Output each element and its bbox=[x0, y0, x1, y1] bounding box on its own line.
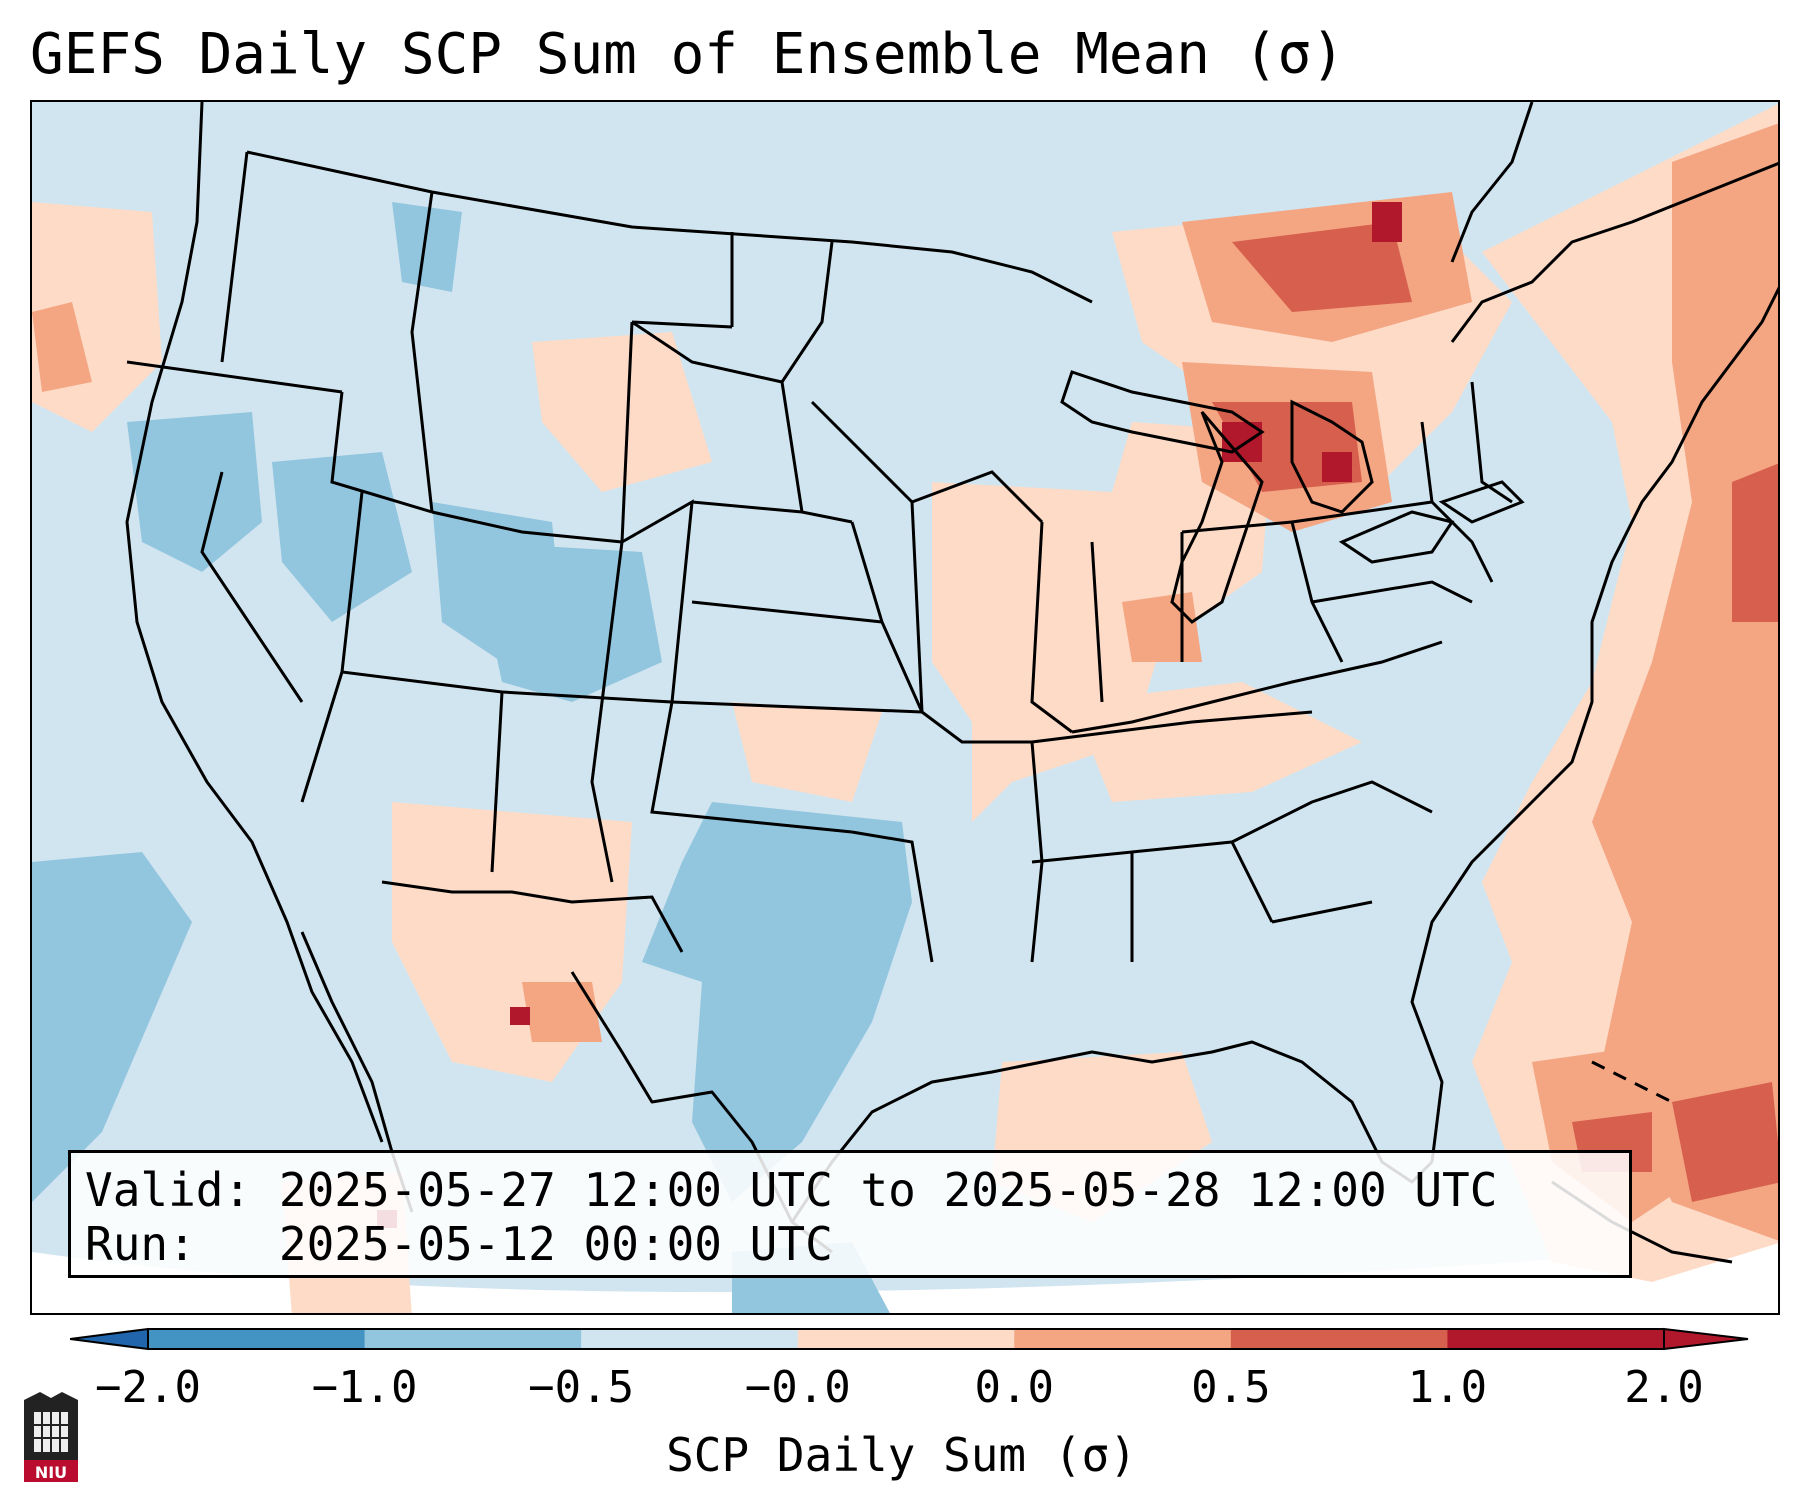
valid-run-info-box: Valid: 2025-05-27 12:00 UTC to 2025-05-2… bbox=[68, 1150, 1632, 1278]
domain-edge bbox=[32, 1242, 1778, 1313]
positive-anomaly-areas bbox=[32, 104, 1778, 1313]
colorbar-segment bbox=[797, 1329, 1015, 1349]
colorbar-tick-label: 2.0 bbox=[1624, 1362, 1704, 1413]
colorbar-tick-label: −0.5 bbox=[528, 1362, 635, 1413]
colorbar-segment bbox=[148, 1329, 366, 1349]
colorbar-segment bbox=[1230, 1329, 1448, 1349]
colorbar-tick-label: −2.0 bbox=[95, 1362, 201, 1413]
colorbar-over-extension bbox=[1663, 1327, 1749, 1351]
colorbar-tick-label: −0.0 bbox=[744, 1362, 851, 1413]
state-borders bbox=[126, 151, 1513, 963]
colorbar-tick-label: −1.0 bbox=[311, 1362, 418, 1413]
colorbar-label: SCP Daily Sum (σ) bbox=[666, 1428, 1137, 1482]
colorbar-under-extension bbox=[70, 1327, 149, 1351]
colorbar-segment bbox=[364, 1329, 582, 1349]
colorbar-segment bbox=[581, 1329, 799, 1349]
colorbar-segment bbox=[1014, 1329, 1232, 1349]
valid-label: Valid: bbox=[85, 1163, 252, 1217]
valid-time-range: 2025-05-27 12:00 UTC to 2025-05-28 12:00… bbox=[278, 1163, 1498, 1217]
map-canvas bbox=[32, 102, 1778, 1313]
page-title: GEFS Daily SCP Sum of Ensemble Mean (σ) bbox=[30, 22, 1345, 87]
colorbar-tick-label: 0.0 bbox=[974, 1362, 1055, 1413]
coastline bbox=[125, 102, 1778, 1264]
colorbar bbox=[70, 1327, 1749, 1351]
colorbar-tick-label: 1.0 bbox=[1407, 1362, 1488, 1413]
run-time: 2025-05-12 00:00 UTC bbox=[278, 1217, 833, 1271]
great-lakes bbox=[1060, 370, 1525, 624]
colorbar-tick-label: 0.5 bbox=[1191, 1362, 1271, 1413]
colorbar-frame bbox=[147, 1328, 1665, 1350]
run-label: Run: bbox=[85, 1217, 196, 1271]
map-panel bbox=[30, 100, 1780, 1315]
logo-text: NIU bbox=[35, 1463, 67, 1482]
colorbar-segment bbox=[1447, 1329, 1665, 1349]
university-shield-icon: NIU bbox=[24, 1392, 78, 1482]
colorbar-segments bbox=[70, 1327, 1749, 1351]
